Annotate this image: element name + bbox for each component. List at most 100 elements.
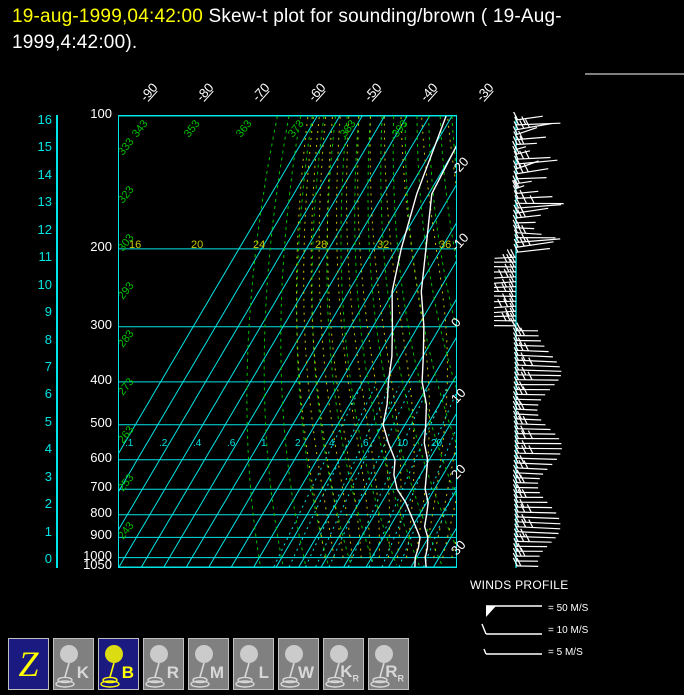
svg-text:283: 283 — [119, 328, 137, 350]
height-tick-label: 10 — [37, 276, 52, 292]
toolbar-button-skewt-b[interactable]: B — [98, 638, 139, 690]
height-axis-line — [56, 115, 58, 568]
height-tick-label: 8 — [44, 331, 52, 347]
height-tick-label: 1 — [44, 523, 52, 539]
balloon-icon — [100, 645, 123, 688]
svg-text:4: 4 — [329, 438, 335, 449]
toolbar-button-list-l[interactable]: L — [233, 638, 274, 690]
toolbar-button-k-index[interactable]: K — [53, 638, 94, 690]
height-tick-label: 7 — [44, 358, 52, 374]
svg-text:20: 20 — [431, 438, 443, 449]
svg-text:1: 1 — [261, 438, 267, 449]
svg-text:373: 373 — [286, 118, 307, 140]
pressure-tick-label: 1050 — [83, 557, 112, 572]
toolbar-button-letter: RR — [385, 661, 404, 683]
skewt-plot-area[interactable]: 333 323 303 293 283 273 263 253 243 343 353 363 373 3… — [118, 115, 457, 568]
pressure-tick-label: 1000 — [83, 547, 112, 563]
balloon-icon — [235, 645, 258, 688]
toolbar-button-raob-r[interactable]: R — [143, 638, 184, 690]
svg-text:10: 10 — [397, 438, 409, 449]
wind-profile-panel[interactable] — [494, 112, 604, 572]
legend-label-5ms: = 5 M/S — [548, 647, 583, 658]
svg-text:273: 273 — [119, 376, 137, 398]
svg-text:363: 363 — [234, 118, 255, 140]
legend-label-10ms: = 10 M/S — [548, 625, 589, 636]
svg-text:253: 253 — [119, 472, 137, 494]
pressure-tick-label: 400 — [90, 371, 112, 387]
height-tick-label: 14 — [37, 166, 52, 182]
balloon-icon — [190, 645, 213, 688]
title-description: Skew-t plot for sounding/brown ( 19-Aug-… — [12, 6, 562, 53]
toolbar-button-subscript: R — [352, 673, 360, 683]
toolbar-button-zoom[interactable]: Z — [8, 638, 49, 690]
height-tick-label: 11 — [38, 249, 53, 265]
svg-text:323: 323 — [119, 184, 137, 206]
bottom-toolbar[interactable]: Z K B R M L W KR RR — [8, 638, 428, 690]
svg-text:343: 343 — [130, 118, 151, 140]
toolbar-button-letter: K — [76, 663, 89, 682]
winds-legend-title: WINDS PROFILE — [470, 578, 569, 592]
full-barb-icon — [481, 623, 542, 635]
svg-text:.1: .1 — [125, 438, 134, 449]
svg-text:393: 393 — [390, 118, 411, 140]
legend-row-50ms: = 50 M/S — [470, 600, 670, 622]
legend-row-5ms: = 5 M/S — [470, 644, 670, 666]
svg-text:6: 6 — [363, 438, 369, 449]
legend-row-10ms: = 10 M/S — [470, 622, 670, 644]
half-barb-icon — [483, 648, 542, 655]
svg-text:.2: .2 — [159, 438, 168, 449]
svg-text:293: 293 — [119, 280, 137, 302]
toolbar-button-letter: KR — [340, 661, 360, 683]
svg-text:243: 243 — [119, 520, 137, 542]
height-tick-label: 0 — [44, 551, 52, 566]
pressure-tick-label: 300 — [90, 316, 112, 332]
svg-text:32: 32 — [377, 239, 389, 251]
svg-text:333: 333 — [119, 136, 137, 158]
pressure-tick-label: 500 — [90, 414, 112, 430]
svg-text:.6: .6 — [227, 438, 236, 449]
height-tick-label: 3 — [44, 468, 52, 484]
height-tick-label: 15 — [37, 139, 52, 155]
balloon-icon — [370, 645, 393, 688]
height-tick-label: 5 — [44, 413, 52, 429]
svg-text:.4: .4 — [193, 438, 202, 449]
height-tick-label: 13 — [37, 194, 52, 210]
svg-text:353: 353 — [182, 118, 203, 140]
height-tick-label: 4 — [44, 441, 52, 457]
wind-barb-column — [494, 112, 564, 568]
svg-text:24: 24 — [253, 239, 265, 251]
winds-profile-legend: WINDS PROFILE = 50 M/S = 10 M/S = 5 M/S — [470, 578, 670, 666]
balloon-icon — [280, 645, 303, 688]
svg-text:28: 28 — [315, 239, 327, 251]
toolbar-button-winds-w[interactable]: W — [278, 638, 319, 690]
height-tick-label: 12 — [37, 221, 52, 237]
balloon-icon — [325, 645, 348, 688]
legend-label-50ms: = 50 M/S — [548, 603, 589, 614]
height-tick-label: 16 — [37, 112, 52, 127]
svg-text:20: 20 — [191, 239, 203, 251]
pressure-tick-label: 900 — [90, 527, 112, 543]
svg-text:2: 2 — [295, 438, 301, 449]
height-tick-label: 6 — [44, 386, 52, 402]
toolbar-button-letter: W — [297, 663, 314, 682]
pressure-tick-label: 100 — [90, 106, 112, 121]
toolbar-button-letter: R — [166, 663, 179, 682]
svg-text:383: 383 — [338, 118, 359, 140]
svg-text:36: 36 — [439, 239, 451, 251]
title-timestamp: 19-aug-1999,04:42:00 — [12, 6, 203, 27]
toolbar-button-letter: B — [121, 663, 134, 682]
pennant-icon — [486, 605, 542, 617]
pressure-tick-label: 700 — [90, 479, 112, 495]
toolbar-button-model-m[interactable]: M — [188, 638, 229, 690]
pressure-tick-label: 600 — [90, 449, 112, 465]
zoom-z-glyph: Z — [18, 644, 39, 684]
pressure-tick-label: 200 — [90, 238, 112, 254]
height-tick-label: 9 — [44, 304, 52, 320]
page-title: 19-aug-1999,04:42:00 Skew-t plot for sou… — [12, 4, 672, 56]
pressure-tick-label: 800 — [90, 504, 112, 520]
balloon-icon — [145, 645, 168, 688]
toolbar-button-raob-raw[interactable]: RR — [368, 638, 409, 690]
toolbar-button-k-index-raw[interactable]: KR — [323, 638, 364, 690]
balloon-icon — [55, 645, 78, 688]
